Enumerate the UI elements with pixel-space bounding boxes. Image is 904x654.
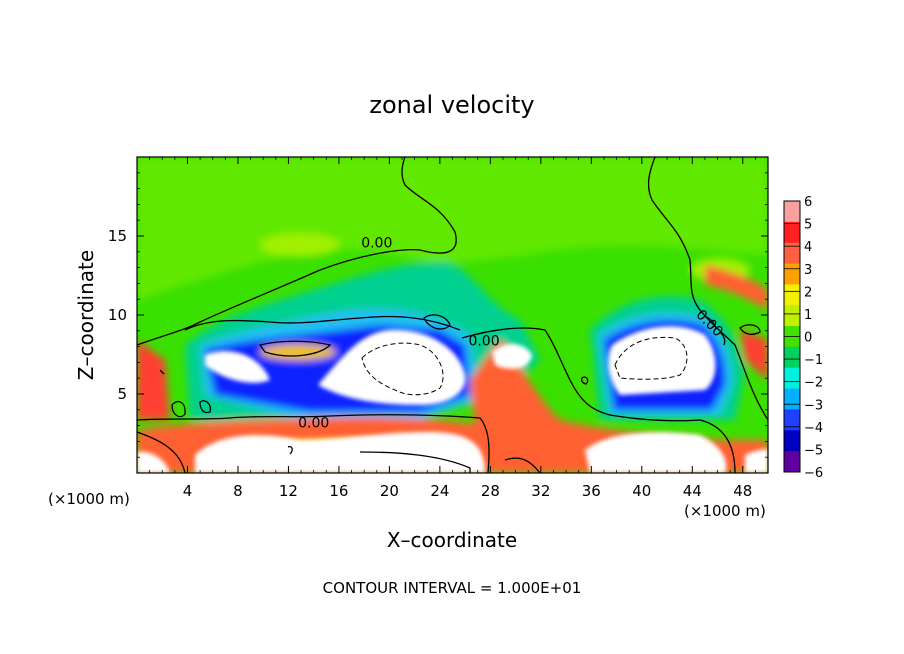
y-axis-label: Z–coordinate [74,250,98,380]
colorbar-swatch [784,305,800,327]
contour-label: 0.00 [468,333,499,349]
colorbar-swatch [784,409,800,431]
colorbar-swatch [784,367,800,390]
colorbar-tick-label: −4 [804,421,823,436]
y-tick-label: 5 [117,385,127,403]
colorbar-swatch [784,242,800,265]
colorbar-tick-label: −2 [804,376,823,391]
velocity-field [137,157,768,473]
colorbar-tick-label: 4 [804,240,812,255]
colorbar-tick-label: 6 [804,195,812,210]
y-axis: 5 10 15 [108,172,768,458]
x-tick-label: 44 [683,482,702,500]
colorbar-tick-label: −6 [804,466,823,481]
colorbar-swatch [784,346,800,369]
colorbar-swatch [784,430,800,452]
x-tick-label: 36 [582,482,601,500]
colorbar-tick-label: 0 [804,331,812,346]
colorbar-tick-label: −3 [804,398,823,413]
colorbar-tick-label: −1 [804,353,823,368]
colorbar: 6 5 4 3 2 1 0 −1 −2 −3 −4 −5 −6 [783,195,823,481]
y-tick-label: 10 [108,306,127,324]
x-tick-label: 32 [531,482,550,500]
colorbar-tick-label: 1 [804,308,812,323]
x-unit-label: (×1000 m) [684,502,766,520]
colorbar-swatch [784,263,800,285]
colorbar-swatch [784,221,800,244]
chart-title: zonal velocity [369,91,534,119]
y-unit-label: (×1000 m) [48,490,130,508]
colorbar-swatch [784,284,800,306]
x-axis: 4 8 12 16 20 24 28 32 36 40 44 48 [149,157,756,500]
contour-label: 0.00 [298,415,329,431]
x-tick-label: 16 [329,482,348,500]
x-tick-label: 48 [733,482,752,500]
colorbar-swatch [784,201,800,223]
colorbar-tick-label: −5 [804,443,823,458]
colorbar-tick-label: 2 [804,285,812,300]
colorbar-swatch [784,388,800,410]
x-tick-label: 20 [380,482,399,500]
y-tick-label: 15 [108,227,127,245]
x-tick-label: 12 [279,482,298,500]
x-tick-label: 28 [481,482,500,500]
contour-interval-note: CONTOUR INTERVAL = 1.000E+01 [323,579,582,597]
x-axis-label: X–coordinate [387,528,517,552]
colorbar-tick-label: 5 [804,218,812,233]
x-tick-label: 4 [183,482,193,500]
x-tick-label: 24 [430,482,449,500]
colorbar-swatch [784,451,800,473]
x-tick-label: 8 [233,482,243,500]
x-tick-label: 40 [632,482,651,500]
colorbar-tick-label: 3 [804,263,812,278]
contour-label: 0.00 [361,235,392,251]
